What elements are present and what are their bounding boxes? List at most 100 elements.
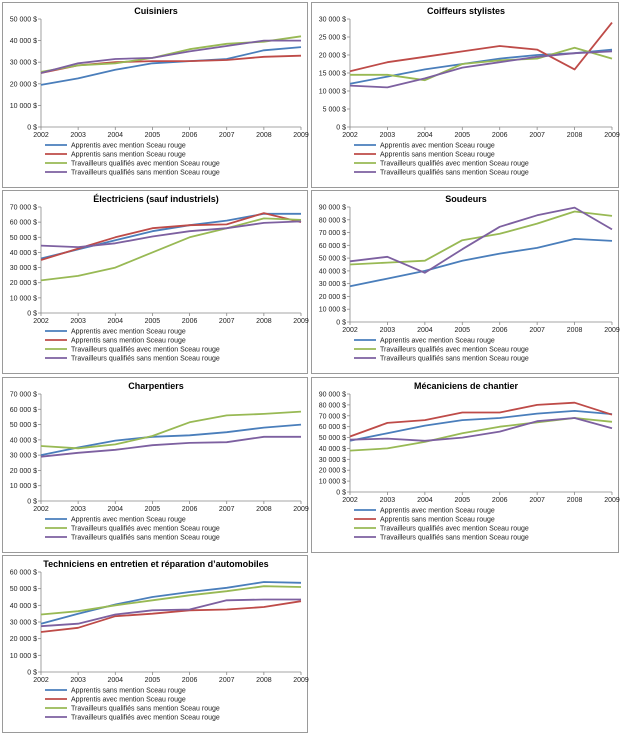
x-tick-label: 2002: [33, 677, 49, 684]
chart-charpentiers: Charpentiers 0 $ 10 000 $ 20 000 $ 30 000 $ 4…: [2, 377, 309, 553]
x-tick-label: 2008: [256, 318, 272, 325]
x-tick-label: 2006: [182, 132, 198, 139]
x-tick-label: 2002: [33, 132, 49, 139]
x-tick-label: 2009: [293, 132, 309, 139]
x-tick-label: 2004: [417, 497, 433, 504]
x-tick-label: 2006: [492, 497, 508, 504]
chart-title: Soudeurs: [445, 194, 487, 204]
x-tick-label: 2007: [219, 132, 235, 139]
x-tick-label: 2007: [529, 132, 545, 139]
y-tick-label: 15 000 $: [319, 71, 346, 78]
series-line-apprentis-avec-mention-sceau-rouge: [349, 48, 613, 85]
legend-label: Travailleurs qualifiés avec mention Scea…: [71, 526, 220, 533]
x-tick-label: 2009: [604, 327, 620, 334]
y-tick-label: 0 $: [336, 320, 346, 327]
chart-title: Électriciens (sauf industriels): [93, 194, 219, 204]
legend-label: Apprentis avec mention Sceau rouge: [380, 508, 495, 515]
y-tick-label: 20 000 $: [10, 636, 37, 643]
series-line-travailleurs-qualifies-avec-mention-sceau-rouge: [40, 598, 301, 628]
legend-label: Travailleurs qualifiés sans mention Scea…: [71, 356, 220, 363]
x-tick-label: 2005: [145, 506, 161, 513]
y-tick-label: 50 000 $: [10, 235, 37, 242]
y-tick-label: 50 000 $: [319, 256, 346, 263]
x-tick-label: 2004: [107, 132, 123, 139]
x-tick-label: 2007: [529, 497, 545, 504]
y-tick-label: 20 000 $: [319, 294, 346, 301]
legend-label: Travailleurs qualifiés avec mention Scea…: [71, 347, 220, 354]
series-line-travailleurs-qualifies-sans-mention-sceau-rouge: [40, 220, 302, 248]
x-tick-label: 2006: [492, 327, 508, 334]
y-tick-label: 50 000 $: [10, 422, 37, 429]
y-tick-label: 30 000 $: [10, 453, 37, 460]
y-tick-label: 70 000 $: [10, 392, 37, 399]
legend-label: Apprentis avec mention Sceau rouge: [71, 697, 186, 704]
y-tick-label: 60 000 $: [319, 424, 346, 431]
x-tick-label: 2005: [145, 318, 161, 325]
x-tick-label: 2002: [342, 132, 358, 139]
y-tick-label: 30 000 $: [319, 17, 346, 24]
x-tick-label: 2002: [342, 497, 358, 504]
series-line-apprentis-sans-mention-sceau-rouge: [40, 212, 302, 261]
x-tick-label: 2004: [417, 327, 433, 334]
y-tick-label: 40 000 $: [10, 250, 37, 257]
x-tick-label: 2009: [293, 506, 309, 513]
y-tick-label: 20 000 $: [10, 280, 37, 287]
legend-label: Travailleurs qualifiés avec mention Scea…: [380, 347, 529, 354]
legend-label: Apprentis sans mention Sceau rouge: [380, 517, 495, 524]
y-tick-label: 30 000 $: [319, 281, 346, 288]
x-tick-label: 2004: [107, 677, 123, 684]
y-tick-label: 30 000 $: [10, 620, 37, 627]
x-tick-label: 2006: [182, 677, 198, 684]
series-line-travailleurs-qualifies-sans-mention-sceau-rouge: [40, 435, 301, 458]
legend-label: Apprentis avec mention Sceau rouge: [71, 517, 186, 524]
y-tick-label: 70 000 $: [10, 205, 37, 212]
x-tick-label: 2005: [145, 677, 161, 684]
y-tick-label: 25 000 $: [319, 35, 346, 42]
y-tick-label: 20 000 $: [10, 81, 37, 88]
series-line-travailleurs-qualifies-sans-mention-sceau-rouge: [40, 39, 301, 74]
y-tick-label: 40 000 $: [319, 268, 346, 275]
legend-label: Apprentis sans mention Sceau rouge: [380, 152, 495, 159]
y-tick-label: 60 000 $: [10, 570, 37, 577]
legend-label: Travailleurs qualifiés sans mention Scea…: [380, 356, 529, 363]
y-tick-label: 20 000 $: [10, 468, 37, 475]
legend-label: Apprentis sans mention Sceau rouge: [71, 338, 186, 345]
chart-electriciens: Électriciens (sauf industriels) 0 $ 10 000…: [2, 190, 309, 374]
chart-title: Techniciens en entretien et réparation d…: [43, 559, 268, 569]
series-line-travailleurs-qualifies-sans-mention-sceau-rouge: [349, 206, 613, 274]
y-tick-label: 70 000 $: [319, 230, 346, 237]
legend-label: Travailleurs qualifiés avec mention Scea…: [380, 526, 529, 533]
x-tick-label: 2003: [380, 497, 396, 504]
y-tick-label: 0 $: [336, 125, 346, 132]
y-tick-label: 0 $: [336, 490, 346, 497]
x-tick-label: 2004: [107, 506, 123, 513]
chart-coiffeurs-stylistes: Coiffeurs stylistes 0 $ 5 000 $ 10 000 $ 15 …: [311, 2, 620, 188]
series-line-apprentis-sans-mention-sceau-rouge: [349, 22, 613, 73]
x-tick-label: 2004: [107, 318, 123, 325]
legend-label: Apprentis sans mention Sceau rouge: [71, 152, 186, 159]
x-tick-label: 2005: [454, 327, 470, 334]
chart-soudeurs: Soudeurs 0 $ 10 000 $ 20 000 $ 30 000 $ 40 00…: [311, 190, 620, 374]
series-line-apprentis-avec-mention-sceau-rouge: [40, 212, 301, 260]
x-tick-label: 2006: [492, 132, 508, 139]
x-tick-label: 2008: [567, 132, 583, 139]
x-tick-label: 2002: [33, 318, 49, 325]
y-tick-label: 60 000 $: [10, 407, 37, 414]
y-tick-label: 40 000 $: [319, 446, 346, 453]
y-tick-label: 30 000 $: [319, 457, 346, 464]
chart-title: Charpentiers: [128, 381, 184, 391]
y-tick-label: 90 000 $: [319, 205, 346, 212]
x-tick-label: 2008: [256, 677, 272, 684]
series-line-travailleurs-qualifies-avec-mention-sceau-rouge: [40, 217, 302, 282]
y-tick-label: 40 000 $: [10, 437, 37, 444]
legend-label: Travailleurs qualifiés sans mention Scea…: [380, 535, 529, 542]
x-tick-label: 2006: [182, 318, 198, 325]
x-tick-label: 2009: [604, 132, 620, 139]
chart-title: Cuisiniers: [134, 6, 178, 16]
y-tick-label: 10 000 $: [10, 103, 37, 110]
x-tick-label: 2005: [454, 497, 470, 504]
y-tick-label: 40 000 $: [10, 38, 37, 45]
y-tick-label: 40 000 $: [10, 603, 37, 610]
y-tick-label: 10 000 $: [10, 295, 37, 302]
x-tick-label: 2002: [342, 327, 358, 334]
